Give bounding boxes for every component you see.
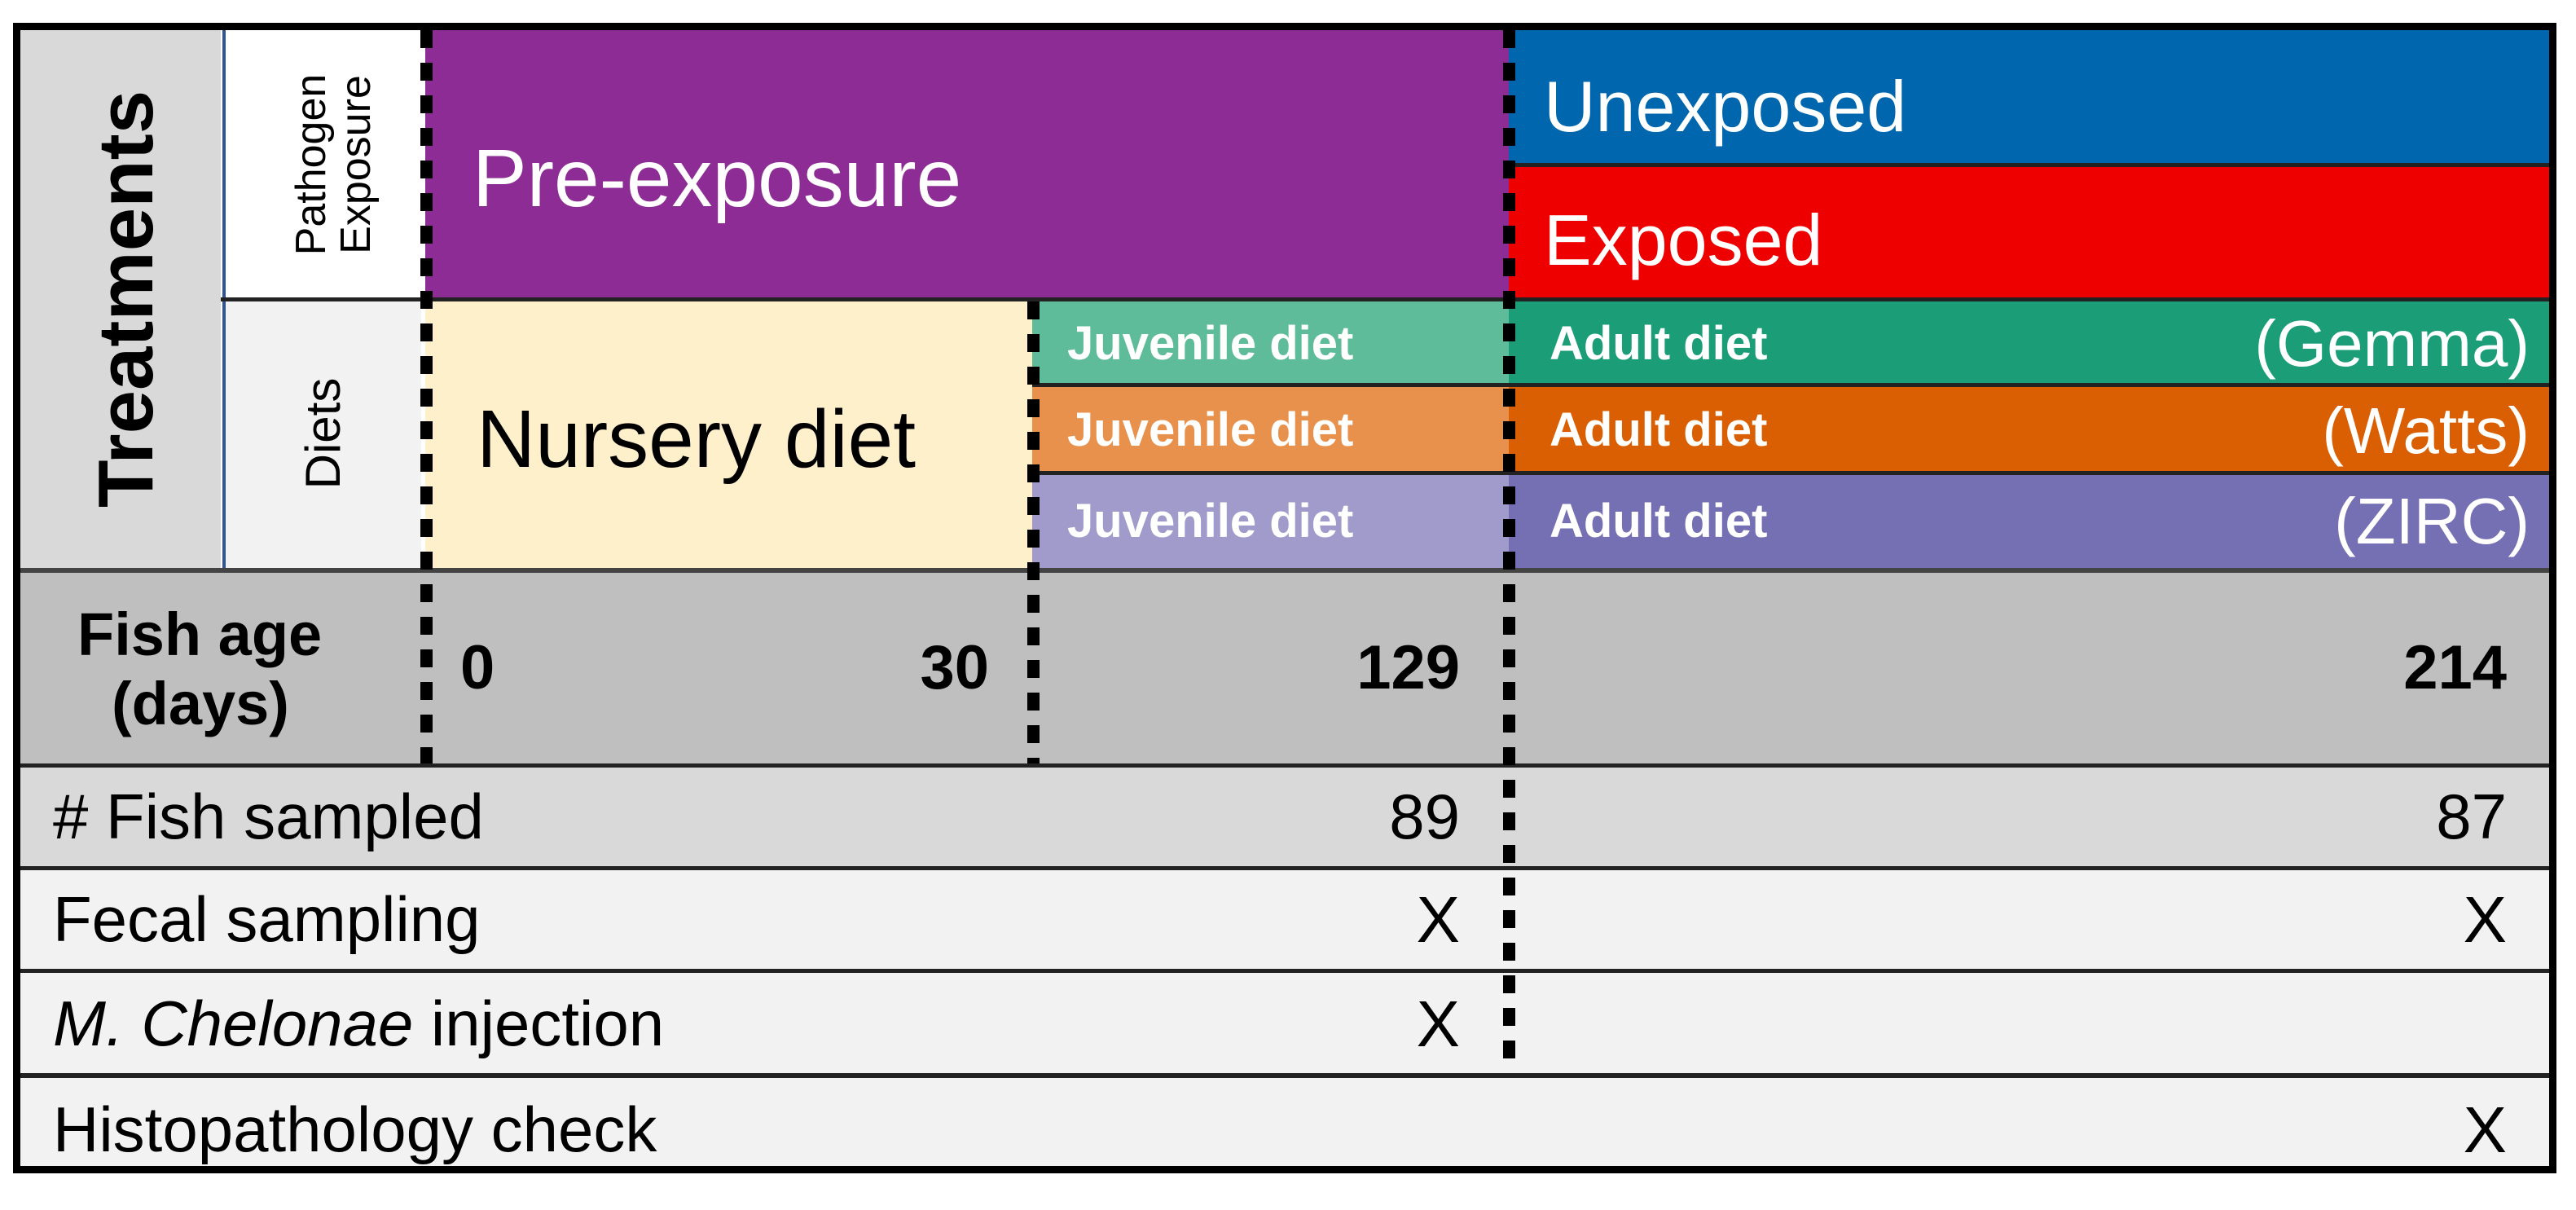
treatments-header-cell: [20, 30, 221, 568]
fecal-sampling-post-mark: X: [2463, 883, 2507, 956]
juvenile-diet-label: Juvenile diet: [1067, 403, 1354, 456]
treatments-label: Treatments: [82, 90, 169, 508]
diet-brand-label: (Gemma): [2254, 307, 2530, 380]
divider: [1509, 163, 2549, 167]
adult-diet-label: Adult diet: [1550, 317, 1768, 370]
juvenile-diet-gemma: [1032, 301, 1509, 383]
timeline-marker-day-30: [1027, 301, 1040, 763]
divider: [221, 297, 429, 301]
divider: [1032, 471, 2549, 475]
injection-row: [20, 969, 2549, 1073]
timeline-marker-day-129: [1503, 30, 1515, 1073]
timeline-marker-day-0: [420, 30, 433, 763]
injection-pre-mark: X: [1416, 988, 1460, 1060]
diets-header-cell: [222, 299, 421, 568]
exposed-label: Exposed: [1544, 200, 1823, 280]
age-tick-0: 0: [460, 633, 495, 702]
juvenile-diet-label: Juvenile diet: [1067, 495, 1354, 548]
injection-label: M. Chelonae injection: [53, 992, 664, 1055]
unexposed-label: Unexposed: [1544, 66, 1907, 147]
nursery-diet-label: Nursery diet: [477, 394, 917, 485]
pathogen-exposure-header-cell: [222, 30, 421, 299]
fish-age-label-line2: (days): [112, 670, 289, 737]
fish-age-band: [20, 568, 2549, 763]
fish-sampled-post-value: 87: [2436, 781, 2507, 852]
pre-exposure-label: Pre-exposure: [473, 133, 962, 224]
fecal-sampling-row: [20, 866, 2549, 969]
diet-brand-label: (ZIRC): [2334, 485, 2530, 557]
histopathology-label: Histopathology check: [53, 1093, 657, 1165]
histopathology-post-mark: X: [2463, 1093, 2507, 1166]
pre-exposure-block: [425, 30, 1509, 299]
injection-label-species: M. Chelonae: [53, 988, 414, 1059]
adult-diet-gemma: [1509, 301, 2549, 383]
unexposed-block: [1509, 30, 2549, 163]
timeline-marker-day-214: [2552, 30, 2556, 1173]
juvenile-diet-zirc: [1032, 475, 1509, 568]
injection-label-rest: injection: [413, 988, 665, 1059]
juvenile-diet-label: Juvenile diet: [1067, 317, 1354, 370]
fish-sampled-label: # Fish sampled: [53, 781, 484, 852]
fish-sampled-pre-value: 89: [1389, 781, 1460, 852]
adult-diet-label: Adult diet: [1550, 495, 1768, 548]
pathogen-exposure-label: Pathogen Exposure: [288, 73, 380, 256]
adult-diet-zirc: [1509, 475, 2549, 568]
fecal-sampling-label: Fecal sampling: [53, 883, 481, 955]
nursery-diet-block: [425, 301, 1032, 568]
fecal-sampling-pre-mark: X: [1416, 883, 1460, 956]
age-tick-214: 214: [2403, 633, 2507, 702]
diets-label: Diets: [296, 377, 350, 490]
divider: [1032, 383, 2549, 387]
adult-diet-watts: [1509, 387, 2549, 471]
diet-brand-label: (Watts): [2322, 394, 2530, 467]
age-tick-30: 30: [920, 633, 989, 702]
age-tick-129: 129: [1356, 633, 1460, 702]
histopathology-row: [20, 1073, 2549, 1166]
adult-diet-label: Adult diet: [1550, 403, 1768, 456]
juvenile-diet-watts: [1032, 387, 1509, 471]
fish-age-label-line1: Fish age: [77, 601, 323, 668]
exposed-block: [1509, 167, 2549, 299]
experiment-timeline-diagram: Treatments Pathogen Exposure Diets Pre-e…: [13, 23, 2556, 1173]
fish-sampled-row: [20, 763, 2549, 866]
divider: [425, 297, 2549, 301]
